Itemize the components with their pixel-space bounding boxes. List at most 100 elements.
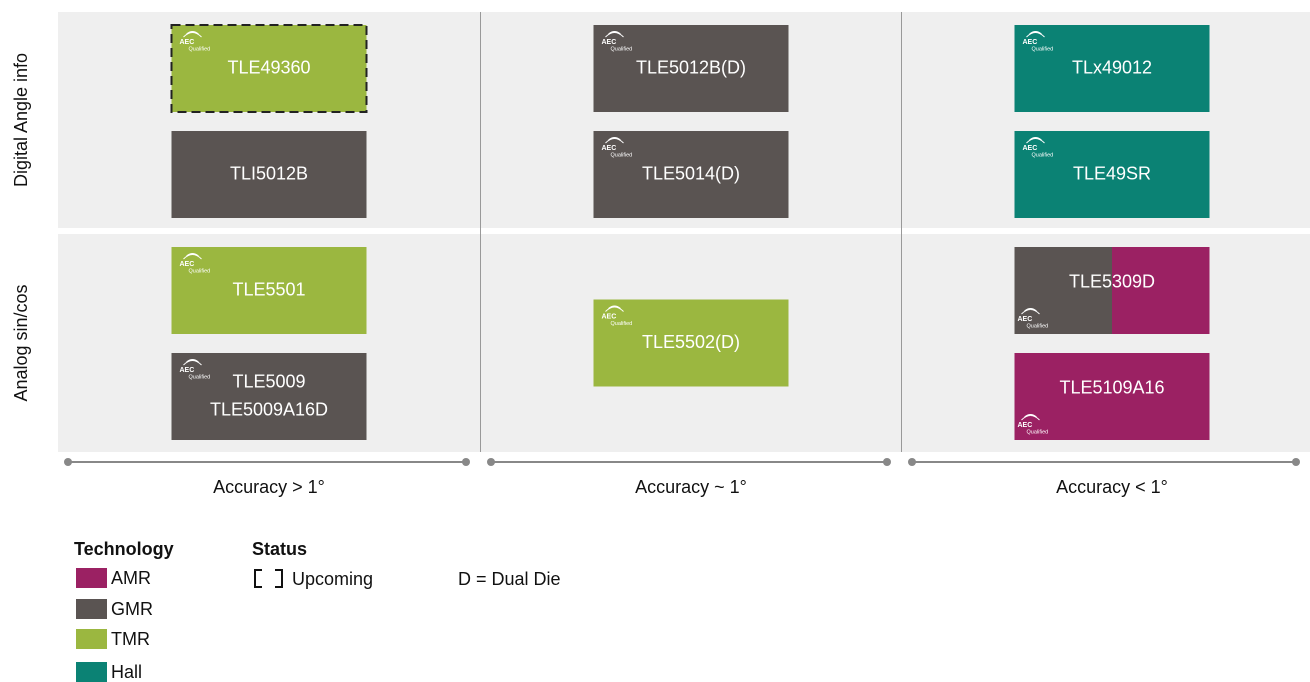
aec-icon (1021, 308, 1040, 315)
aec-icon (605, 137, 624, 144)
product-box (1112, 247, 1210, 334)
product-box (171, 247, 367, 334)
axis-dot (1292, 458, 1300, 466)
aec-caption: Qualified (1032, 152, 1054, 158)
aec-mark: AEC (1023, 145, 1038, 152)
legend-swatch (76, 599, 107, 619)
aec-icon (1021, 414, 1040, 421)
status-upcoming: Upcoming (292, 569, 373, 589)
aec-caption: Qualified (1027, 429, 1049, 435)
product-name: TLE5502(D) (642, 332, 740, 352)
product-box (593, 299, 789, 387)
product-name: TLE5009 (232, 371, 305, 391)
product: TLE49360 (170, 24, 368, 113)
aec-caption: Qualified (611, 321, 633, 327)
row-label: Digital Angle info (11, 53, 31, 187)
product-box (1014, 353, 1210, 440)
product-box (1014, 131, 1210, 218)
product-name: TLE5501 (232, 279, 305, 299)
legend-label: AMR (111, 568, 151, 588)
aec-icon (605, 305, 624, 312)
aec-mark: AEC (1023, 39, 1038, 46)
legend-swatch (76, 629, 107, 649)
legend-label: TMR (111, 629, 150, 649)
aec-icon (605, 31, 624, 38)
product: TLx49012 (1014, 25, 1210, 112)
product-name: TLE5009A16D (210, 399, 328, 419)
product-name: TLI5012B (230, 163, 308, 183)
axis-dot (462, 458, 470, 466)
axis-dot (487, 458, 495, 466)
aec-mark: AEC (602, 39, 617, 46)
legend-label: GMR (111, 599, 153, 619)
product-name: TLE49360 (227, 57, 310, 77)
column-label: Accuracy ~ 1° (635, 477, 747, 497)
aec-caption: Qualified (189, 374, 211, 380)
aec-icon (1026, 137, 1045, 144)
aec-icon (183, 253, 202, 260)
legend-swatch (76, 568, 107, 588)
aec-icon (183, 31, 202, 38)
aec-caption: Qualified (611, 152, 633, 158)
axis-dot (883, 458, 891, 466)
aec-caption: Qualified (611, 46, 633, 52)
legend-swatch (76, 662, 107, 682)
product: TLE5014(D) (593, 131, 789, 218)
status-note: D = Dual Die (458, 569, 561, 589)
aec-mark: AEC (602, 313, 617, 320)
aec-mark: AEC (180, 39, 195, 46)
product: TLE5109A16 (1014, 353, 1210, 440)
product-box (1014, 25, 1210, 112)
product-box (171, 25, 367, 112)
aec-mark: AEC (180, 261, 195, 268)
technology-legend-title: Technology (74, 539, 174, 559)
product-box (593, 25, 789, 112)
axis-dot (64, 458, 72, 466)
upcoming-border (170, 24, 368, 113)
column-label: Accuracy > 1° (213, 477, 325, 497)
product-box (171, 131, 367, 218)
legend-label: Hall (111, 662, 142, 682)
aec-icon (1026, 31, 1045, 38)
product-name: TLE5109A16 (1059, 377, 1164, 397)
upcoming-icon (254, 569, 283, 588)
product-name: TLE49SR (1073, 163, 1151, 183)
product-box (593, 131, 789, 218)
aec-caption: Qualified (1027, 323, 1049, 329)
product: TLE5309D (1014, 247, 1210, 334)
product-name: TLE5014(D) (642, 163, 740, 183)
axis-dot (908, 458, 916, 466)
column-label: Accuracy < 1° (1056, 477, 1168, 497)
product-box (171, 353, 367, 440)
product: TLI5012B (171, 131, 367, 218)
aec-mark: AEC (180, 367, 195, 374)
row-label: Analog sin/cos (11, 284, 31, 401)
product-name: TLE5012B(D) (636, 57, 746, 77)
status-legend-title: Status (252, 539, 307, 559)
product-name: TLx49012 (1072, 57, 1152, 77)
product: TLE5501 (171, 247, 367, 334)
product-name: TLE5309D (1069, 271, 1155, 291)
product-box (1014, 247, 1113, 334)
aec-caption: Qualified (189, 268, 211, 274)
aec-caption: Qualified (1032, 46, 1054, 52)
product: TLE5502(D) (593, 299, 789, 387)
aec-mark: AEC (602, 145, 617, 152)
product: TLE49SR (1014, 131, 1210, 218)
aec-mark: AEC (1018, 316, 1033, 323)
product: TLE5009 TLE5009A16D (171, 353, 367, 440)
aec-icon (183, 359, 202, 366)
aec-caption: Qualified (189, 46, 211, 52)
product: TLE5012B(D) (593, 25, 789, 112)
